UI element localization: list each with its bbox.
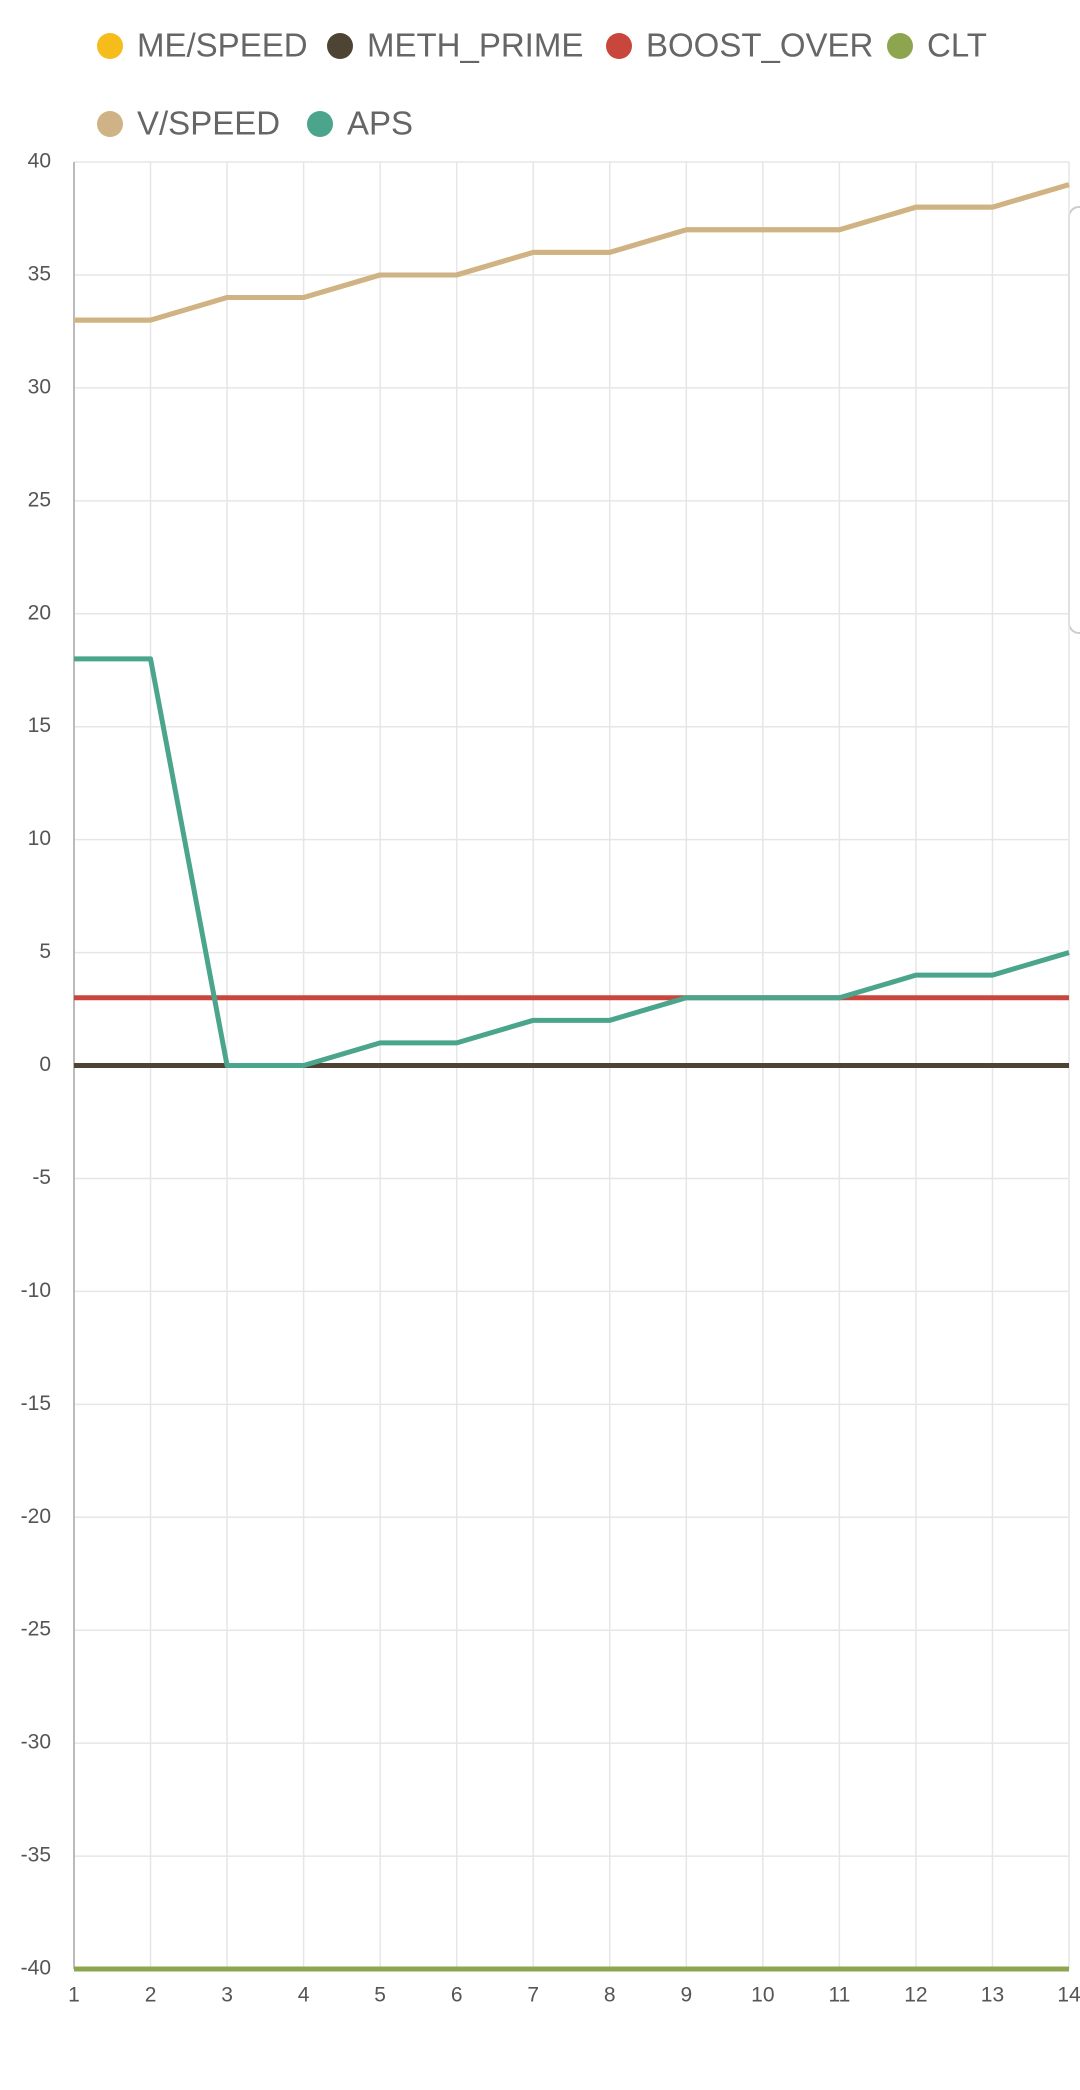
y-tick-label: 35	[28, 262, 51, 285]
y-tick-label: -20	[21, 1505, 51, 1528]
x-tick-label: 7	[527, 1984, 539, 2007]
y-tick-label: -35	[21, 1844, 51, 1867]
legend-swatch	[97, 33, 123, 59]
y-tick-label: 0	[39, 1053, 51, 1076]
legend-swatch	[327, 33, 353, 59]
legend-label: ME/SPEED	[137, 27, 308, 64]
x-tick-label: 5	[374, 1984, 386, 2007]
y-tick-label: 10	[28, 827, 51, 850]
x-tick-label: 2	[145, 1984, 157, 2007]
x-tick-label: 3	[221, 1984, 233, 2007]
legend-label: BOOST_OVER	[646, 27, 873, 64]
x-tick-label: 1	[68, 1984, 80, 2007]
y-tick-label: 5	[39, 940, 51, 963]
legend-swatch	[606, 33, 632, 59]
x-tick-label: 11	[828, 1984, 850, 2007]
legend-label: CLT	[927, 27, 987, 64]
y-tick-label: -10	[21, 1279, 51, 1302]
tooltip-edge	[1068, 206, 1080, 634]
x-tick-label: 6	[451, 1984, 463, 2007]
x-tick-label: 10	[751, 1984, 774, 2007]
series-line	[74, 182, 1070, 323]
y-tick-label: -15	[21, 1392, 51, 1415]
y-tick-label: 40	[28, 150, 51, 173]
x-tick-label: 14	[1057, 1984, 1080, 2007]
y-tick-label: 25	[28, 488, 51, 511]
y-tick-label: 20	[28, 601, 51, 624]
legend-label: V/SPEED	[137, 105, 280, 142]
legend-swatch	[97, 111, 123, 137]
legend-swatch	[307, 111, 333, 137]
x-tick-label: 13	[981, 1984, 1004, 2007]
x-tick-label: 8	[604, 1984, 616, 2007]
legend-label: METH_PRIME	[367, 27, 583, 64]
x-tick-label: 9	[680, 1984, 692, 2007]
y-tick-label: 30	[28, 375, 51, 398]
legend-swatch	[887, 33, 913, 59]
x-tick-label: 12	[904, 1984, 927, 2007]
y-tick-label: -5	[32, 1166, 51, 1189]
y-tick-label: -40	[21, 1957, 51, 1980]
y-tick-label: -30	[21, 1731, 51, 1754]
y-tick-label: 15	[28, 714, 51, 737]
series-line	[74, 656, 1070, 1068]
x-tick-label: 4	[298, 1984, 310, 2007]
y-tick-label: -25	[21, 1618, 51, 1641]
legend-label: APS	[347, 105, 413, 142]
